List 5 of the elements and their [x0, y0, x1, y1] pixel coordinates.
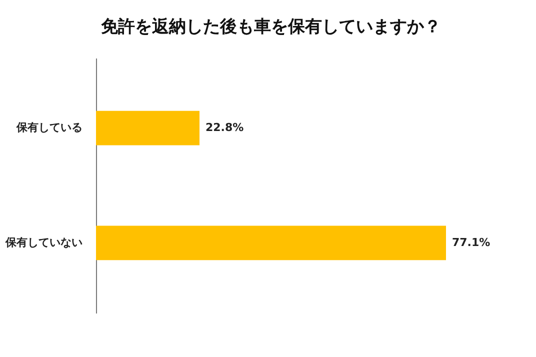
- y-tick-label: 保有していない: [4, 236, 82, 249]
- data-label: 22.8%: [206, 121, 244, 134]
- y-tick-label: 保有している: [16, 121, 82, 134]
- chart-title: 免許を返納した後も車を保有していますか？: [100, 17, 441, 37]
- data-label: 77.1%: [452, 236, 490, 249]
